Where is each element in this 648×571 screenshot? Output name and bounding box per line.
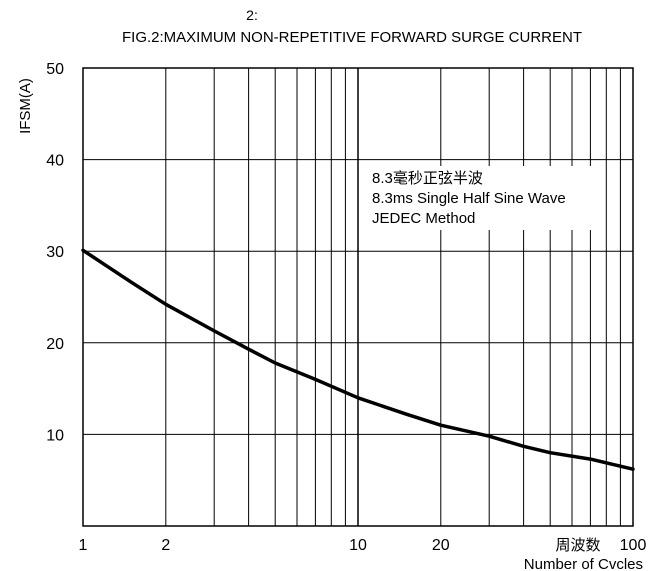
y-tick-label: 20: [46, 336, 64, 353]
x-tick-label: 20: [432, 537, 450, 554]
plot-frame: [82, 67, 634, 527]
x-tick-label: 2: [161, 537, 170, 554]
figure-number: 2:: [246, 7, 258, 23]
annotation-line-1: 8.3毫秒正弦半波: [372, 169, 483, 187]
annotation-box: [366, 166, 601, 230]
surge-current-curve: [81, 248, 635, 471]
y-tick-label: 40: [46, 153, 64, 170]
x-tick-label: 1: [79, 537, 88, 554]
chart-title: FIG.2:MAXIMUM NON-REPETITIVE FORWARD SUR…: [122, 29, 582, 46]
y-tick-label: 30: [46, 244, 64, 261]
annotation-line-3: JEDEC Method: [372, 210, 475, 227]
x-tick-label: 10: [349, 537, 367, 554]
x-axis-label: Number of Cvcles: [524, 556, 643, 571]
annotation-line-2: 8.3ms Single Half Sine Wave: [372, 190, 566, 207]
ticks: 10 20 30 40 50 1 2 10 20 100: [46, 61, 646, 554]
annotation-background: [366, 166, 601, 230]
y-axis-label: IFSM(A): [17, 78, 34, 134]
grid: [83, 67, 633, 526]
y-tick-label: 50: [46, 61, 64, 78]
x-axis-label-cn: 周波数: [555, 537, 600, 554]
x-tick-label: 100: [620, 537, 647, 554]
y-tick-label: 10: [46, 427, 64, 444]
